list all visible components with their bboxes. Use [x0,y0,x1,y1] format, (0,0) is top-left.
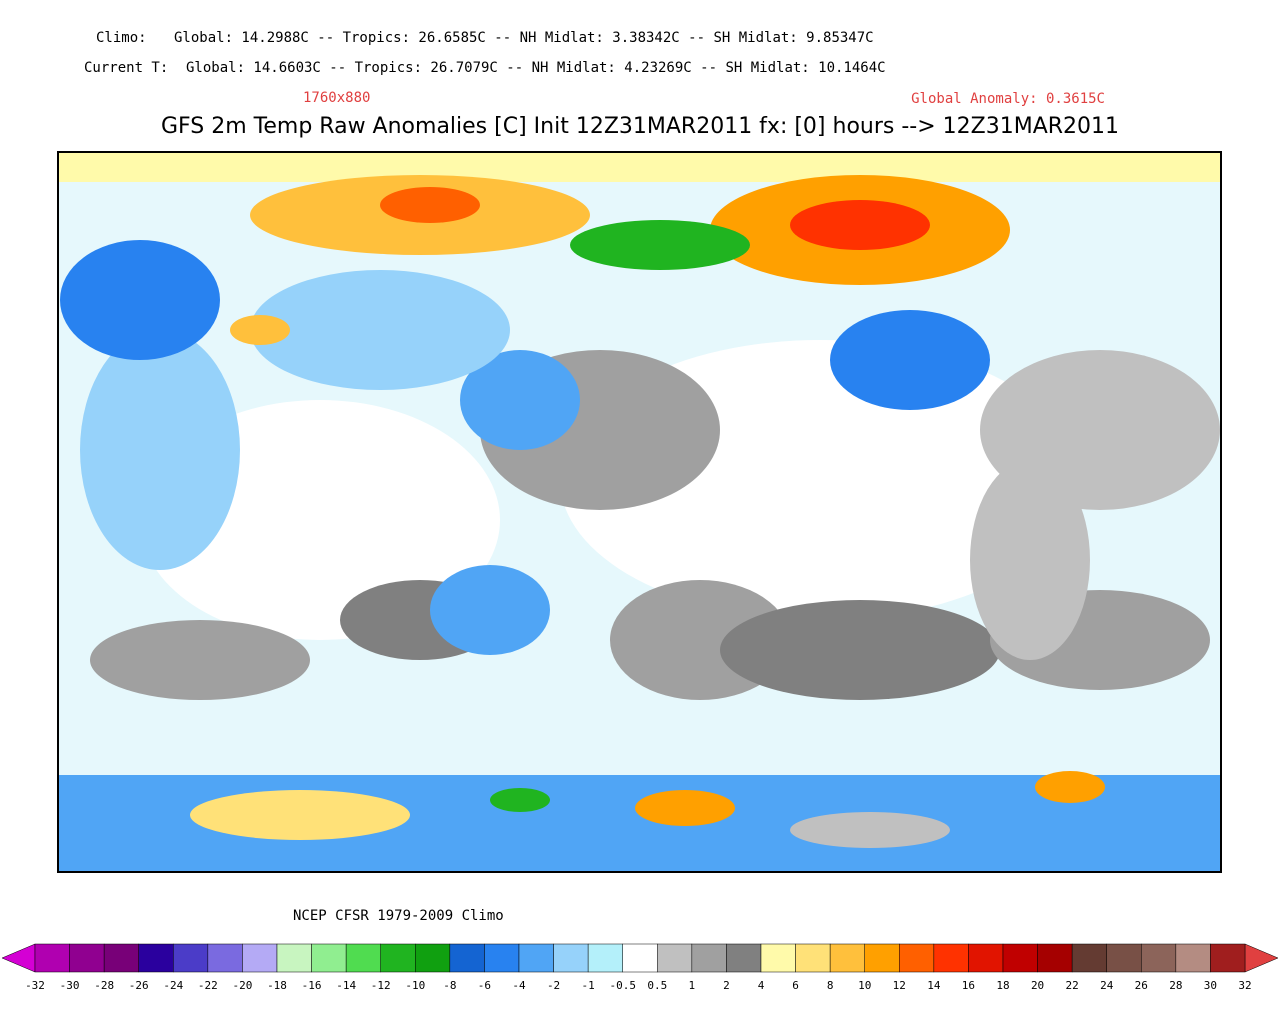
colorbar-label: 1 [689,979,696,992]
color-swatch [103,943,139,973]
color-swatch [622,943,658,973]
colorbar-label: 12 [893,979,906,992]
colorbar-label: 4 [758,979,765,992]
colorbar-label: -2 [547,979,560,992]
global-anomaly: Global Anomaly: 0.3615C [911,91,1105,107]
color-swatch [657,943,693,973]
color-swatch [1037,943,1073,973]
colorbar-label: 10 [858,979,871,992]
colorbar-label: -32 [25,979,45,992]
color-swatch [207,943,243,973]
colorbar-label: 24 [1100,979,1114,992]
map [57,151,1222,873]
color-swatch [1002,943,1038,973]
color-swatch [276,943,312,973]
color-swatch [34,943,70,973]
colorbar-label: -14 [336,979,356,992]
colorbar-label: -30 [60,979,80,992]
color-swatch [726,943,762,973]
climo-source: NCEP CFSR 1979-2009 Climo [293,908,504,924]
current-values: Global: 14.6603C -- Tropics: 26.7079C --… [186,60,886,76]
colorbar-label: -26 [129,979,149,992]
colorbar: -32 -30 -28 -26 -24 -22 -20 -18 -16 -14 -12 -10 -8 -6… [1,943,1279,992]
color-swatch [449,943,485,973]
color-swatch [415,943,451,973]
colorbar-label: -12 [371,979,391,992]
colorbar-label: 32 [1238,979,1251,992]
colorbar-label: 2 [723,979,730,992]
color-swatch [518,943,554,973]
colorbar-label: -16 [302,979,322,992]
color-swatch [933,943,969,973]
color-swatch [173,943,209,973]
colorbar-label: 16 [962,979,975,992]
colorbar-label: 0.5 [647,979,667,992]
resolution: 1760x880 [303,90,370,106]
color-swatch [864,943,900,973]
colorbar-label: 6 [792,979,799,992]
climo-values: Global: 14.2988C -- Tropics: 26.6585C --… [174,30,874,46]
color-swatch [345,943,381,973]
color-swatch [968,943,1004,973]
color-swatch [1106,943,1142,973]
color-swatch [760,943,796,973]
color-swatch [311,943,347,973]
colorbar-label: 20 [1031,979,1044,992]
colorbar-label: -4 [512,979,526,992]
current-label: Current T: [84,60,168,76]
colorbar-label: -0.5 [609,979,636,992]
colorbar-label: -20 [232,979,252,992]
colorbar-label: -22 [198,979,218,992]
colorbar-label: -8 [443,979,456,992]
colorbar-label: -1 [582,979,595,992]
colorbar-label: 30 [1204,979,1217,992]
colorbar-label: -10 [405,979,425,992]
color-swatch [1071,943,1107,973]
colorbar-label: 18 [996,979,1009,992]
color-swatch [138,943,174,973]
color-swatch [484,943,520,973]
color-swatch [1141,943,1177,973]
high-arrow [1244,943,1279,973]
colorbar-label: -28 [94,979,114,992]
color-swatch [69,943,105,973]
color-swatch [829,943,865,973]
color-swatch [795,943,831,973]
color-swatch [553,943,589,973]
title: GFS 2m Temp Raw Anomalies [C] Init 12Z31… [161,114,1119,139]
color-swatch [691,943,727,973]
climo-label: Climo: [96,30,147,46]
colorbar-label: -6 [478,979,491,992]
color-swatch [587,943,623,973]
color-swatch [1175,943,1211,973]
color-swatch [380,943,416,973]
low-arrow [1,943,36,973]
color-swatch [1210,943,1246,973]
colorbar-label: 22 [1066,979,1079,992]
colorbar-label: 26 [1135,979,1148,992]
colorbar-label: 14 [927,979,941,992]
colorbar-label: -24 [163,979,183,992]
color-swatch [242,943,278,973]
color-swatch [899,943,935,973]
colorbar-label: 28 [1169,979,1182,992]
colorbar-label: -18 [267,979,287,992]
colorbar-label: 8 [827,979,834,992]
